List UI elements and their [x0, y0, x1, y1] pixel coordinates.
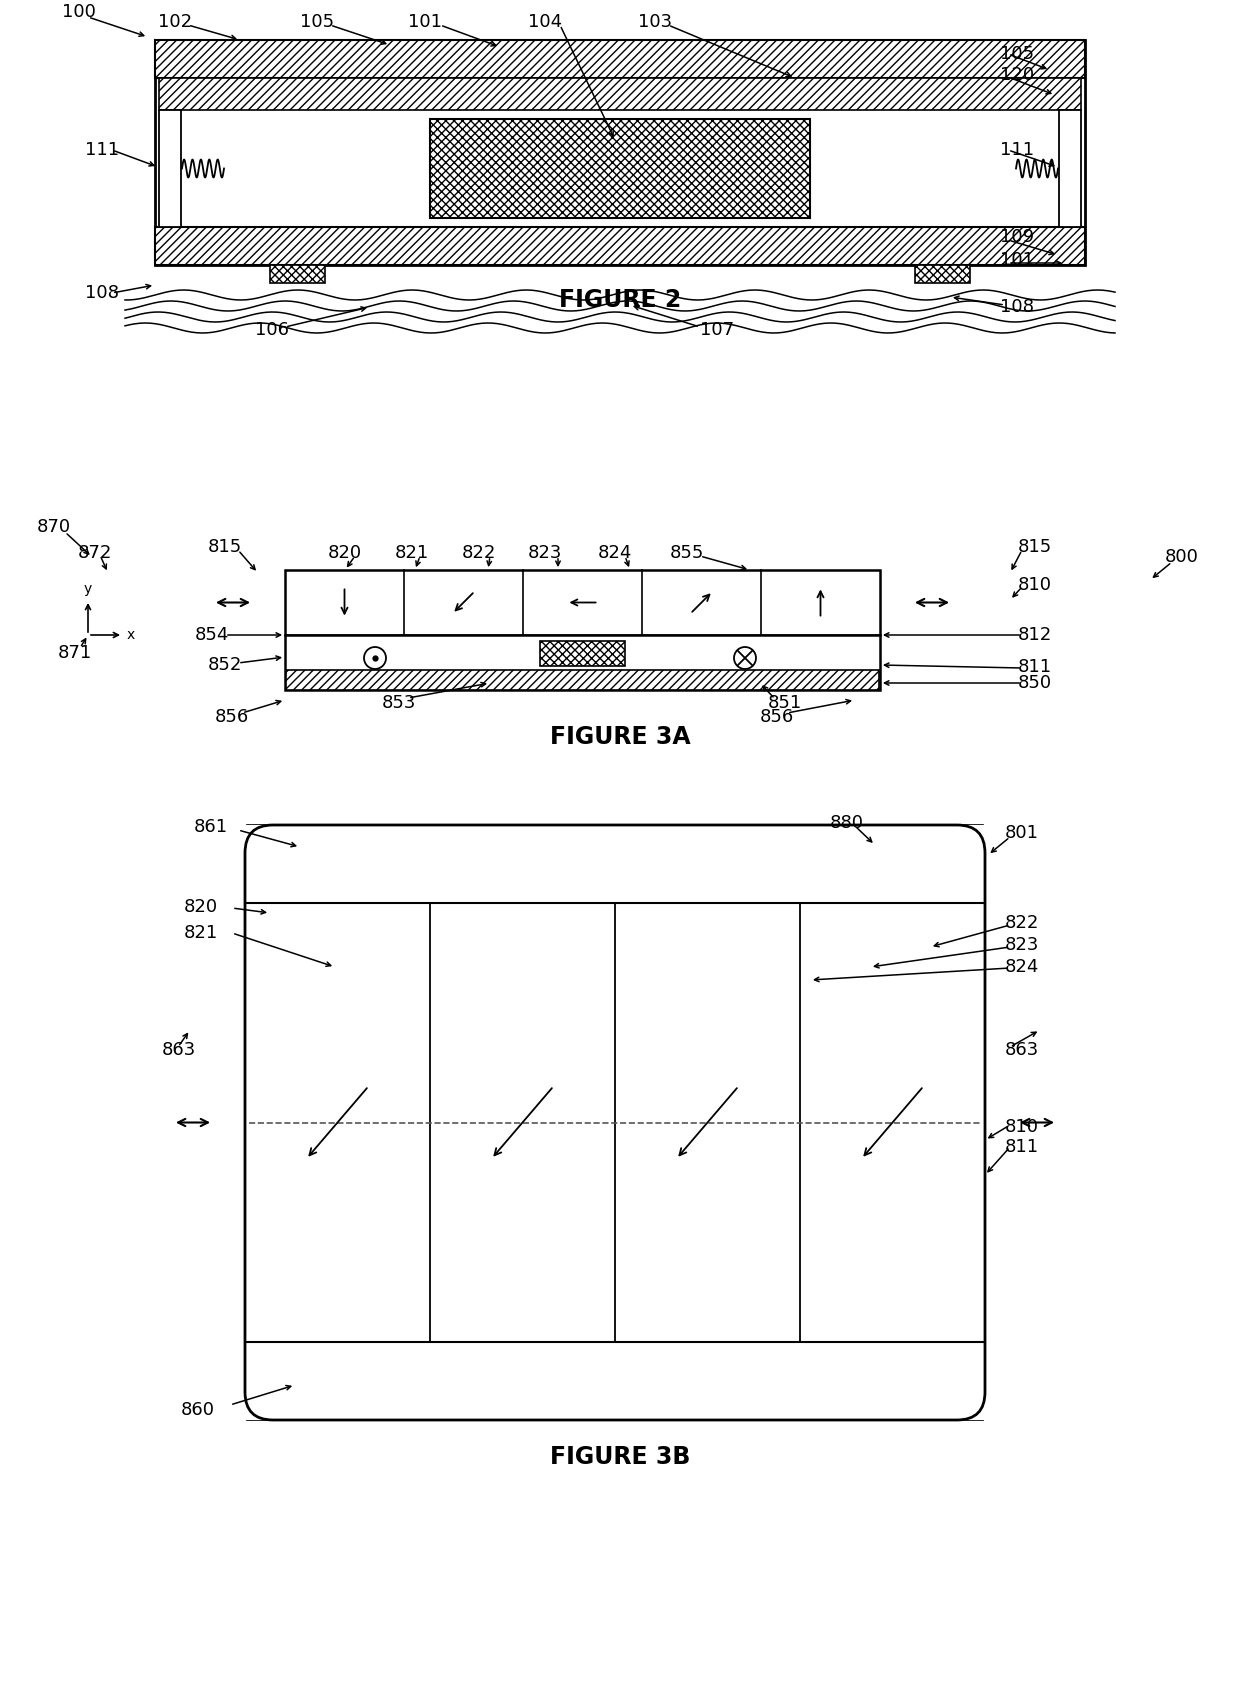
- Text: 824: 824: [598, 544, 632, 563]
- Text: 109: 109: [999, 229, 1034, 246]
- Text: 108: 108: [86, 285, 119, 302]
- Text: 856: 856: [215, 709, 249, 725]
- Text: x: x: [126, 629, 135, 642]
- Bar: [247, 1342, 983, 1420]
- Bar: [285, 636, 880, 690]
- Text: 812: 812: [1018, 625, 1053, 644]
- Text: 801: 801: [1004, 824, 1039, 842]
- Text: 101: 101: [408, 14, 441, 31]
- Text: 100: 100: [62, 3, 95, 20]
- Text: 101: 101: [999, 251, 1034, 270]
- Text: 105: 105: [999, 46, 1034, 63]
- Text: 823: 823: [528, 544, 563, 563]
- Bar: [273, 1342, 957, 1420]
- Text: FIGURE 3A: FIGURE 3A: [549, 725, 691, 749]
- Text: 815: 815: [1018, 537, 1053, 556]
- Text: 852: 852: [208, 656, 242, 675]
- Text: 811: 811: [1018, 658, 1052, 676]
- Text: 861: 861: [193, 819, 228, 836]
- Text: 823: 823: [1004, 936, 1039, 954]
- Bar: [539, 641, 625, 666]
- Text: 863: 863: [1004, 1041, 1039, 1059]
- Bar: [430, 119, 810, 219]
- FancyBboxPatch shape: [246, 825, 985, 1420]
- Text: 820: 820: [329, 544, 362, 563]
- Text: 870: 870: [37, 519, 71, 536]
- Text: 850: 850: [1018, 675, 1052, 692]
- Bar: [155, 227, 1085, 264]
- Text: 815: 815: [208, 537, 242, 556]
- Bar: [155, 41, 1085, 264]
- Text: FIGURE 3B: FIGURE 3B: [549, 1446, 691, 1470]
- Text: 863: 863: [162, 1041, 196, 1059]
- Bar: [247, 825, 983, 903]
- Text: 880: 880: [830, 814, 864, 832]
- Text: 822: 822: [463, 544, 496, 563]
- Text: 811: 811: [1004, 1137, 1039, 1156]
- Text: 106: 106: [255, 320, 289, 339]
- Text: y: y: [84, 581, 92, 597]
- Text: 821: 821: [184, 924, 218, 942]
- Text: 104: 104: [528, 14, 562, 31]
- Text: 872: 872: [78, 544, 113, 563]
- Text: 820: 820: [184, 898, 218, 915]
- Text: 854: 854: [195, 625, 229, 644]
- Text: FIGURE 2: FIGURE 2: [559, 288, 681, 312]
- Text: 800: 800: [1166, 547, 1199, 566]
- Text: 810: 810: [1018, 576, 1052, 593]
- Bar: [246, 825, 273, 903]
- Text: 824: 824: [1004, 958, 1039, 976]
- Text: 810: 810: [1004, 1119, 1039, 1136]
- Bar: [957, 1342, 985, 1420]
- Text: 103: 103: [639, 14, 672, 31]
- Text: 111: 111: [86, 141, 119, 159]
- Text: 855: 855: [670, 544, 704, 563]
- Bar: [159, 110, 181, 227]
- Bar: [1059, 110, 1081, 227]
- Bar: [159, 78, 1081, 110]
- Text: 821: 821: [396, 544, 429, 563]
- Bar: [915, 264, 970, 283]
- Text: 105: 105: [300, 14, 334, 31]
- Text: 856: 856: [760, 709, 795, 725]
- Bar: [957, 825, 985, 903]
- Text: 853: 853: [382, 693, 417, 712]
- Text: 871: 871: [58, 644, 92, 663]
- Text: 102: 102: [157, 14, 192, 31]
- Text: 120: 120: [999, 66, 1034, 85]
- Text: 111: 111: [999, 141, 1034, 159]
- Text: 851: 851: [768, 693, 802, 712]
- Text: 860: 860: [181, 1402, 215, 1419]
- Bar: [270, 264, 325, 283]
- Bar: [273, 825, 957, 903]
- Text: 822: 822: [1004, 914, 1039, 932]
- Text: 107: 107: [701, 320, 734, 339]
- Bar: [285, 570, 880, 636]
- Bar: [155, 41, 1085, 78]
- Bar: [286, 670, 879, 690]
- Bar: [246, 1342, 273, 1420]
- Text: 108: 108: [999, 298, 1034, 315]
